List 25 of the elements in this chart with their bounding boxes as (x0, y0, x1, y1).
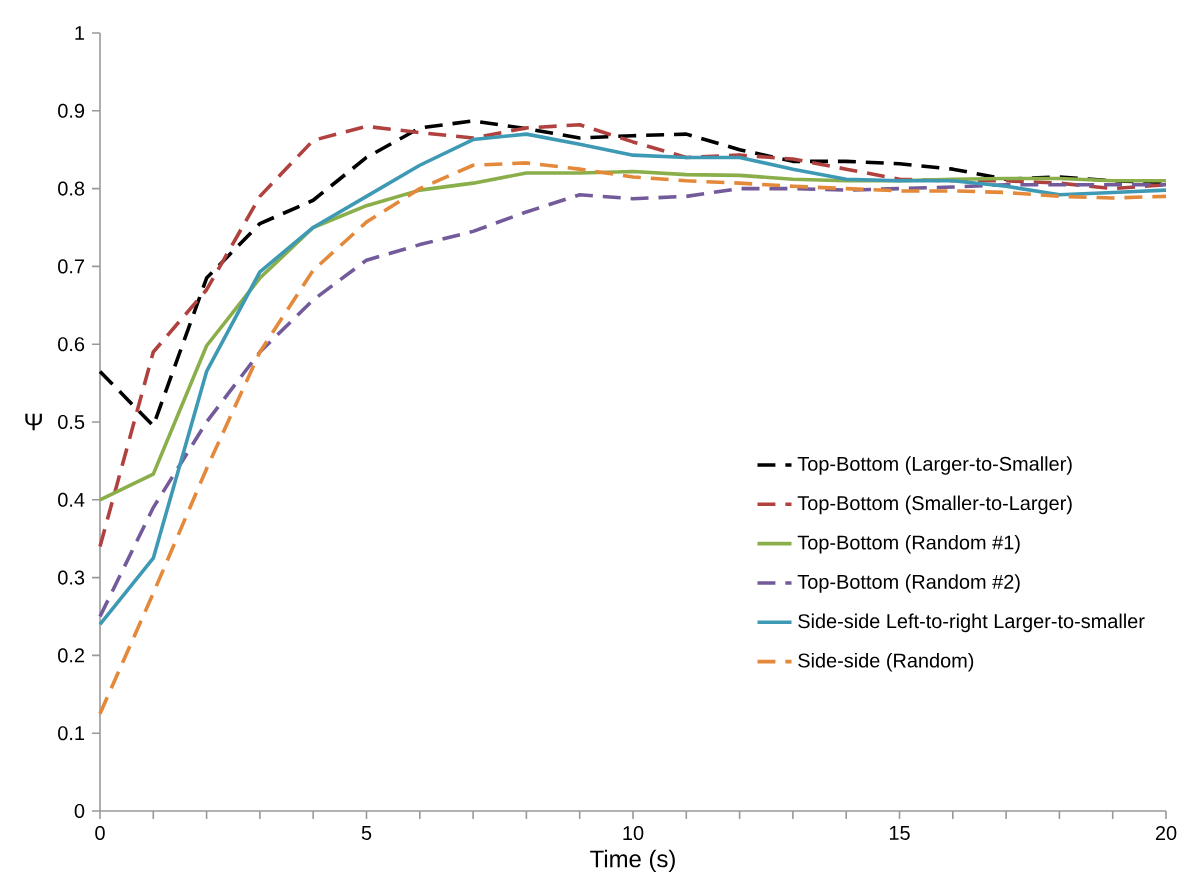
y-tick-label: 0.7 (58, 259, 84, 274)
legend-label: Side-side (Random) (798, 652, 974, 672)
x-tick-label: 15 (889, 826, 910, 840)
y-tick-label: 0.5 (58, 414, 85, 430)
x-tick-label: 0 (95, 826, 105, 841)
x-tick-label: 20 (1155, 826, 1177, 841)
y-tick-label: 0.9 (58, 103, 85, 118)
legend-label: Top-Bottom (Random #1) (797, 534, 1020, 554)
y-axis-title: Ψ (25, 413, 42, 431)
y-tick-label: 0.1 (58, 726, 85, 741)
y-tick-label: 0 (74, 803, 85, 819)
x-tick-label: 10 (623, 826, 644, 841)
y-tick-label: 1 (75, 26, 85, 40)
line-series (98, 161, 1168, 716)
y-tick-label: 0.8 (58, 181, 85, 196)
x-axis-title: Time (s) (590, 849, 675, 873)
legend-label: Top-Bottom (Larger-to-Smaller) (797, 456, 1072, 475)
y-tick-label: 0.2 (58, 648, 84, 663)
x-tick-label: 5 (361, 826, 372, 840)
y-tick-label: 0.4 (58, 492, 85, 507)
y-tick-label: 0.3 (58, 570, 85, 585)
legend-label: Top-Bottom (Smaller-to-Larger) (797, 495, 1072, 515)
legend-label: Top-Bottom (Random #2) (797, 574, 1020, 593)
legend-label: Side-side Left-to-right Larger-to-smaller (798, 613, 1145, 633)
y-tick-label: 0.6 (58, 337, 85, 352)
